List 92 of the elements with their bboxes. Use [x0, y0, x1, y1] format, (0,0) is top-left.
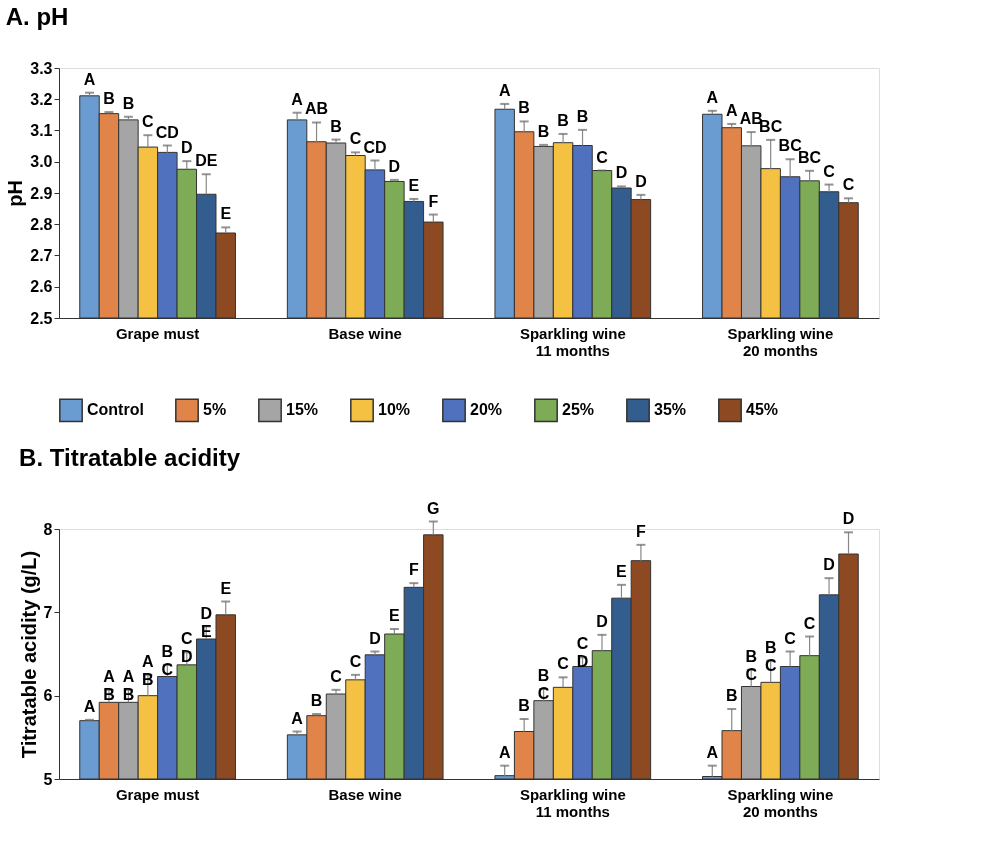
y-tick-label: 2.5 — [30, 309, 53, 327]
data-label: A — [83, 70, 96, 88]
y-tick-label: 5 — [43, 770, 53, 788]
data-label: C — [842, 176, 855, 194]
legend-label: 10% — [378, 401, 411, 419]
data-label: D — [842, 510, 855, 528]
data-label: A — [291, 709, 304, 727]
x-tick-label: Sparkling wine 20 months — [727, 785, 834, 820]
chart-title: B. Titratable acidity — [19, 443, 241, 471]
data-label: E — [408, 176, 420, 194]
data-label: B — [330, 117, 342, 135]
data-label: F — [408, 561, 419, 579]
data-label: E — [389, 607, 401, 624]
data-label: C — [349, 652, 362, 670]
data-label: D — [635, 172, 647, 190]
data-label: A B — [122, 667, 135, 703]
data-label: B — [518, 99, 530, 117]
y-tick-label: 2.7 — [30, 247, 53, 264]
y-tick-label: 3.3 — [30, 59, 53, 77]
data-label: G — [427, 499, 440, 517]
data-label: C — [596, 148, 609, 166]
data-label: A — [498, 81, 511, 99]
y-tick-label: 2.6 — [30, 278, 53, 296]
y-tick-label: 3.2 — [30, 90, 53, 108]
y-axis-title: Titratable acidity (g/L) — [17, 550, 40, 759]
y-tick-label: 2.9 — [30, 184, 53, 202]
data-label: B C — [745, 647, 758, 683]
y-tick-label: 3.0 — [30, 153, 53, 171]
legend-label: 5% — [203, 401, 227, 419]
data-label: B — [310, 692, 323, 709]
legend-label: Control — [87, 401, 144, 419]
data-label: A — [291, 90, 304, 108]
x-tick-label: Grape must — [115, 324, 200, 342]
legend-label: 35% — [654, 401, 687, 419]
y-tick-label: 8 — [43, 520, 53, 538]
data-label: B — [122, 94, 135, 112]
data-label: B C — [161, 642, 174, 678]
data-label: C — [330, 667, 343, 685]
data-label: A B — [142, 652, 155, 688]
data-label: D — [369, 629, 381, 647]
data-label: D — [596, 612, 608, 630]
data-label: C D — [181, 630, 194, 666]
data-label: B — [103, 90, 115, 108]
data-label: DE — [195, 152, 218, 170]
legend-label: 15% — [286, 401, 319, 419]
data-label: B — [557, 111, 569, 129]
data-label: F — [636, 522, 647, 540]
x-tick-label: Base wine — [328, 324, 402, 342]
data-label: A — [83, 697, 96, 715]
data-label: B — [725, 687, 738, 704]
y-tick-label: 7 — [43, 603, 53, 621]
y-tick-label: 6 — [43, 687, 53, 705]
data-label: B — [537, 122, 550, 140]
data-label: E — [220, 579, 232, 597]
data-label: C — [349, 130, 362, 148]
data-label: C — [784, 629, 797, 647]
data-label: A — [498, 743, 511, 761]
data-label: C — [142, 113, 155, 131]
data-label: C — [557, 655, 570, 673]
x-tick-label: Base wine — [328, 785, 402, 803]
y-tick-label: 3.1 — [30, 122, 53, 139]
data-label: C — [823, 162, 836, 180]
data-label: CD — [363, 138, 387, 156]
data-label: A — [725, 101, 738, 119]
data-label: C — [803, 614, 816, 632]
data-label: A — [706, 88, 719, 106]
data-label: B C — [537, 667, 550, 702]
data-label: D E — [200, 604, 213, 640]
y-tick-label: 2.8 — [30, 215, 53, 233]
data-label: A — [706, 743, 719, 761]
data-label: D — [615, 164, 628, 182]
y-axis-title: pH — [4, 180, 27, 207]
data-label: B — [576, 107, 589, 125]
data-label: D — [823, 556, 835, 574]
legend-label: 20% — [470, 401, 503, 419]
data-label: B C — [764, 638, 777, 674]
legend-label: 45% — [746, 401, 779, 419]
data-label: D — [388, 157, 401, 175]
x-tick-label: Sparkling wine 20 months — [727, 324, 834, 359]
data-label: D — [181, 139, 193, 157]
x-tick-label: Grape must — [115, 785, 200, 803]
x-tick-label: Sparkling wine 11 months — [519, 785, 626, 820]
data-label: B — [518, 697, 530, 714]
data-label: F — [428, 192, 439, 210]
data-label: E — [616, 562, 628, 580]
data-label: A B — [103, 667, 116, 703]
x-tick-label: Sparkling wine 11 months — [519, 324, 626, 359]
data-label: CD — [155, 123, 179, 141]
data-label: E — [220, 205, 232, 223]
chart-title: A. pH — [5, 3, 69, 30]
data-label: AB — [304, 100, 329, 118]
legend-label: 25% — [562, 401, 595, 419]
